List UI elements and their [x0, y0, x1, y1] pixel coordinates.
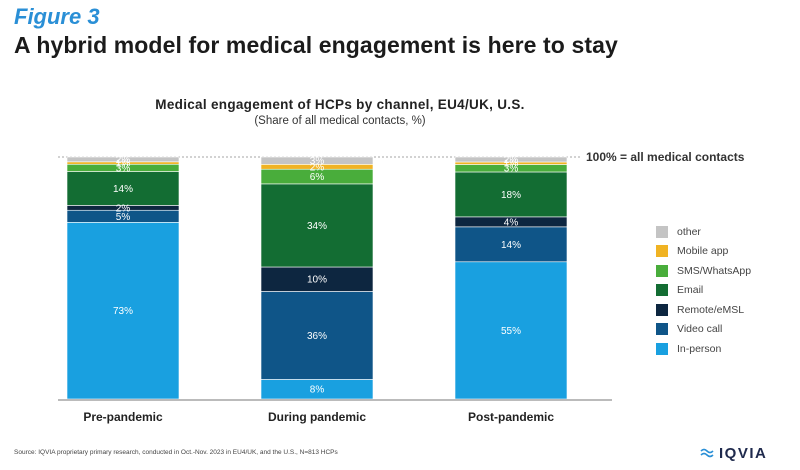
chart-title: Medical engagement of HCPs by channel, E…	[155, 97, 525, 112]
data-label-email-pre-pandemic: 14%	[113, 184, 133, 195]
bar-segment-in-person-pre-pandemic	[66, 222, 180, 400]
category-label-pre-pandemic: Pre-pandemic	[83, 410, 163, 424]
reference-line-label: 100% = all medical contacts	[586, 150, 745, 164]
legend-label-in-person: In-person	[677, 342, 722, 355]
iqvia-logo: IQVIA	[700, 444, 790, 462]
data-label-sms-whatsapp-pre-pandemic: 3%	[116, 163, 131, 174]
data-label-in-person-during-pandemic: 8%	[310, 385, 325, 396]
data-label-mobile-app-post-pandemic: 1%	[504, 159, 519, 170]
legend-item-video-call: Video call	[656, 320, 751, 340]
data-label-in-person-pre-pandemic: 73%	[113, 306, 133, 317]
legend-swatch-in-person	[656, 342, 668, 355]
legend-item-sms-whatsapp: SMS/WhatsApp	[656, 261, 751, 281]
legend-item-email: Email	[656, 281, 751, 301]
bar-segment-remote-emsl-during-pandemic	[260, 266, 374, 292]
data-label-other-post-pandemic: 2%	[504, 155, 519, 166]
data-label-remote-emsl-during-pandemic: 10%	[307, 275, 327, 286]
data-label-video-call-pre-pandemic: 5%	[116, 212, 131, 223]
legend-label-other: other	[677, 225, 701, 238]
source-note: Source: IQVIA proprietary primary resear…	[14, 449, 338, 456]
legend-label-sms-whatsapp: SMS/WhatsApp	[677, 264, 752, 277]
legend-item-other: other	[656, 222, 751, 242]
category-label-post-pandemic: Post-pandemic	[468, 410, 554, 424]
data-label-sms-whatsapp-during-pandemic: 6%	[310, 172, 325, 183]
data-label-sms-whatsapp-post-pandemic: 3%	[504, 164, 519, 175]
logo-text: IQVIA	[719, 444, 768, 462]
bar-segment-email-pre-pandemic	[66, 171, 180, 206]
data-label-video-call-post-pandemic: 14%	[501, 240, 521, 251]
legend-swatch-video-call	[656, 323, 668, 336]
data-label-mobile-app-during-pandemic: 2%	[310, 162, 325, 173]
bar-segment-other-during-pandemic	[260, 156, 374, 165]
legend-label-email: Email	[677, 284, 704, 297]
legend-item-remote-emsl: Remote/eMSL	[656, 300, 751, 320]
bar-segment-email-during-pandemic	[260, 183, 374, 268]
bar-segment-video-call-post-pandemic	[454, 226, 568, 263]
chart-subtitle: (Share of all medical contacts, %)	[254, 115, 426, 127]
bar-segment-email-post-pandemic	[454, 171, 568, 218]
legend-swatch-sms-whatsapp	[656, 264, 668, 277]
data-label-mobile-app-pre-pandemic: 1%	[116, 159, 131, 170]
data-label-in-person-post-pandemic: 55%	[501, 326, 521, 337]
chart-legend: other Mobile app SMS/WhatsApp Email Remote/e…	[656, 222, 751, 359]
legend-label-mobile-app: Mobile app	[677, 245, 729, 258]
legend-label-remote-emsl: Remote/eMSL	[677, 303, 745, 316]
logo-mark-icon	[700, 448, 714, 458]
data-label-remote-emsl-pre-pandemic: 2%	[116, 203, 131, 214]
legend-item-mobile-app: Mobile app	[656, 242, 751, 262]
page-title: A hybrid model for medical engagement is…	[14, 32, 618, 58]
data-label-email-post-pandemic: 18%	[501, 190, 521, 201]
figure-label: Figure 3	[14, 4, 100, 29]
legend-swatch-other	[656, 225, 668, 238]
bar-segment-other-post-pandemic	[454, 156, 568, 163]
bar-segment-in-person-post-pandemic	[454, 261, 568, 400]
legend-item-in-person: In-person	[656, 339, 751, 359]
data-label-video-call-during-pandemic: 36%	[307, 331, 327, 342]
bar-segment-other-pre-pandemic	[66, 156, 180, 163]
legend-label-video-call: Video call	[677, 323, 723, 336]
legend-swatch-email	[656, 284, 668, 297]
data-label-remote-emsl-post-pandemic: 4%	[504, 217, 519, 228]
legend-swatch-mobile-app	[656, 245, 668, 258]
data-label-other-during-pandemic: 3%	[310, 156, 325, 167]
legend-swatch-remote-emsl	[656, 303, 668, 316]
data-label-other-pre-pandemic: 2%	[116, 155, 131, 166]
category-label-during-pandemic: During pandemic	[268, 410, 366, 424]
data-label-email-during-pandemic: 34%	[307, 221, 327, 232]
